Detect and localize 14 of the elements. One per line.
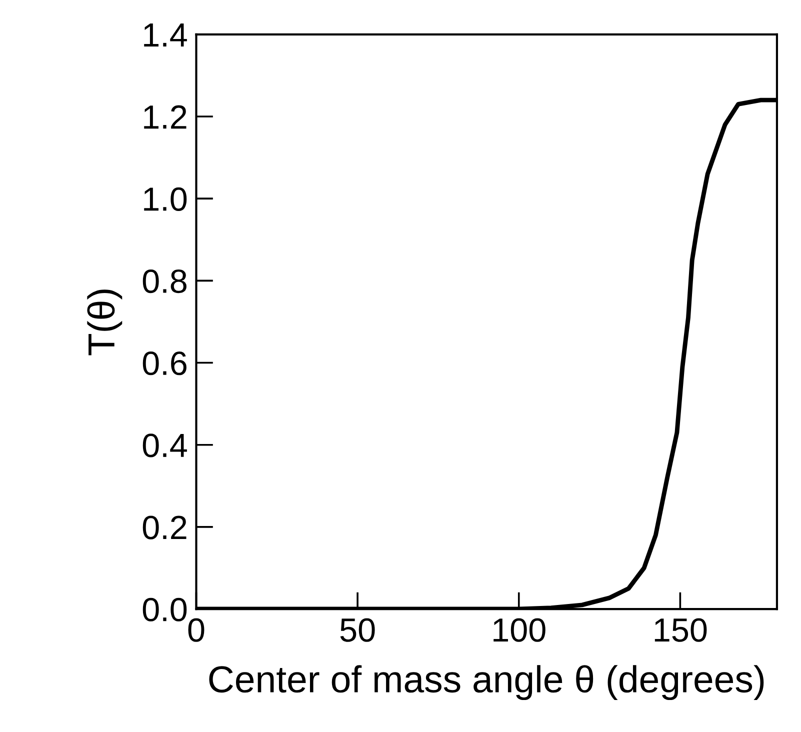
y-tick-label: 0.2 <box>142 516 186 540</box>
y-tick-label: 0.6 <box>142 352 186 376</box>
y-tick-label: 0.0 <box>142 598 187 622</box>
y-tick-label: 0.8 <box>142 269 186 294</box>
x-tick-label: 100 <box>494 618 546 642</box>
y-tick-label: 1.0 <box>144 187 187 211</box>
x-tick-label: 150 <box>654 618 707 642</box>
y-axis-title: T(θ) <box>87 290 122 356</box>
x-tick-label: 50 <box>340 618 375 642</box>
y-tick-label: 0.4 <box>142 434 187 458</box>
x-tick-label: 0 <box>188 618 204 642</box>
y-tick-label: 1.4 <box>144 24 187 46</box>
x-axis-title: Center of mass angle θ (degrees) <box>209 665 764 700</box>
y-tick-label: 1.2 <box>144 105 186 129</box>
